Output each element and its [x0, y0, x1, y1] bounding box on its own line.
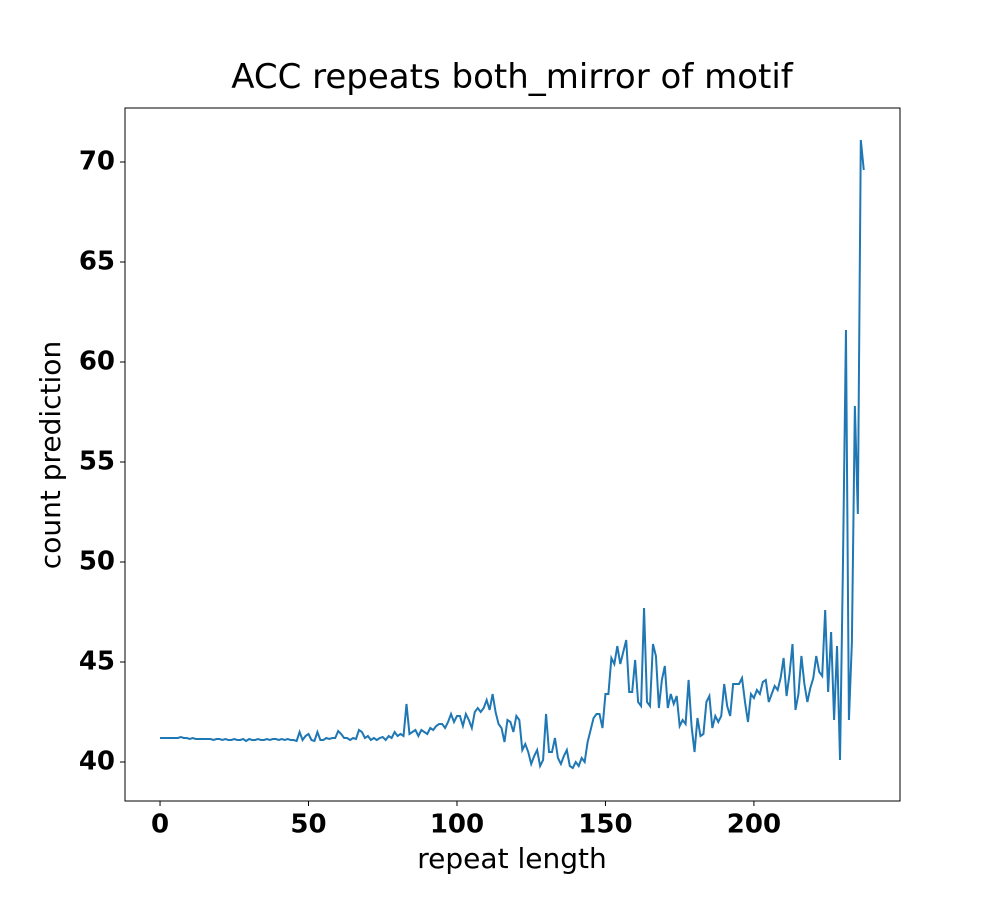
x-tick-label: 200 — [727, 810, 781, 840]
y-tick-label: 60 — [79, 347, 115, 377]
y-tick-label: 45 — [79, 647, 115, 677]
x-tick-label: 0 — [151, 810, 169, 840]
x-axis-label: repeat length — [417, 842, 606, 875]
y-tick-label: 40 — [79, 747, 115, 777]
y-tick-label: 65 — [79, 247, 115, 277]
x-tick-label: 100 — [430, 810, 484, 840]
y-axis-label: count prediction — [34, 341, 67, 569]
plot-frame — [124, 107, 901, 802]
x-tick-label: 150 — [578, 810, 632, 840]
y-tick-label: 55 — [79, 447, 115, 477]
x-tick-label: 50 — [290, 810, 326, 840]
y-tick-label: 50 — [79, 547, 115, 577]
chart-title: ACC repeats both_mirror of motif — [231, 57, 794, 97]
y-tick-label: 70 — [79, 147, 115, 177]
data-line — [160, 139, 865, 770]
